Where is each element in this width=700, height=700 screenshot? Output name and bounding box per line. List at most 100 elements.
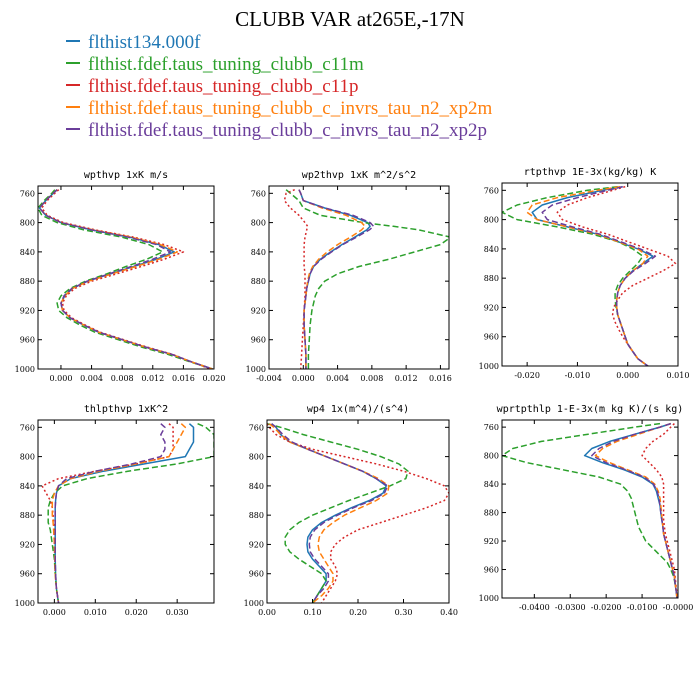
x-tick-label: -0.0000 xyxy=(663,603,694,612)
x-tick-label: 0.000 xyxy=(50,374,73,383)
x-tick-label: 0.010 xyxy=(667,371,690,380)
y-tick-label: 760 xyxy=(484,186,499,195)
x-tick-label: 0.000 xyxy=(616,371,639,380)
series-line xyxy=(38,189,213,369)
y-tick-label: 880 xyxy=(20,511,35,520)
series-line xyxy=(271,423,389,603)
y-tick-label: 840 xyxy=(484,245,499,254)
chart-panel: wp4 1x(m^4)/(s^4)76080084088092096010000… xyxy=(244,404,458,617)
legend-swatch xyxy=(66,128,80,130)
x-tick-label: 0.020 xyxy=(125,608,148,617)
chart-panel: thlpthvp 1xK^2 760 800 840 880 920 960 1000 0.00… xyxy=(15,404,215,617)
y-tick-label: 880 xyxy=(20,277,35,286)
y-tick-label: 760 xyxy=(20,189,35,198)
y-tick-label: 760 xyxy=(249,423,264,432)
y-tick-label: 920 xyxy=(251,306,266,315)
y-tick-label: 960 xyxy=(484,566,499,575)
series-line xyxy=(283,189,309,369)
series-line xyxy=(51,423,187,603)
y-tick-label: 1000 xyxy=(244,599,264,608)
y-tick-label: 840 xyxy=(20,482,35,491)
y-tick-label: 880 xyxy=(484,509,499,518)
chart-title: wp4 1x(m^4)/(s^4) xyxy=(307,404,409,415)
chart-panel: rtpthvp 1E-3x(kg/kg) K 760 800 840 880 920 960… xyxy=(479,167,690,380)
y-tick-label: 760 xyxy=(251,189,266,198)
legend-label: flthist.fdef.taus_tuning_clubb_c11p xyxy=(88,76,359,97)
x-tick-label: 0.20 xyxy=(349,608,367,617)
y-tick-label: 920 xyxy=(249,540,264,549)
y-tick-label: 1000 xyxy=(479,362,499,371)
y-tick-label: 920 xyxy=(484,303,499,312)
y-tick-label: 840 xyxy=(251,248,266,257)
x-tick-label: -0.0300 xyxy=(555,603,586,612)
y-tick-label: 1000 xyxy=(15,599,35,608)
plot-frame xyxy=(266,419,450,604)
y-tick-label: 960 xyxy=(249,570,264,579)
x-tick-label: -0.0100 xyxy=(627,603,658,612)
y-tick-label: 880 xyxy=(249,511,264,520)
series-line xyxy=(267,422,409,603)
legend-item: flthist134.000f xyxy=(66,32,492,54)
y-tick-label: 1000 xyxy=(479,594,499,603)
series-line xyxy=(541,185,657,366)
y-tick-label: 1000 xyxy=(246,365,266,374)
chart-title: wprtpthlp 1-E-3x(m kg K)/(s kg) xyxy=(497,404,684,415)
series-line xyxy=(531,185,654,366)
series-line xyxy=(38,189,213,369)
x-tick-label: 0.030 xyxy=(166,608,189,617)
chart-title: wpthvp 1xK m/s xyxy=(84,170,168,181)
y-tick-label: 960 xyxy=(484,333,499,342)
legend-swatch xyxy=(66,84,80,86)
x-tick-label: 0.10 xyxy=(304,608,322,617)
x-tick-label: -0.004 xyxy=(256,374,282,383)
chart-panel: wp2thvp 1xK m^2/s^2 760 800 840 880 920 960 100… xyxy=(246,170,452,383)
x-tick-label: 0.012 xyxy=(141,374,164,383)
legend-label: flthist.fdef.taus_tuning_clubb_c_invrs_t… xyxy=(88,120,487,141)
series-line xyxy=(502,422,678,598)
plot-frame xyxy=(37,185,215,370)
legend-label: flthist.fdef.taus_tuning_clubb_c_invrs_t… xyxy=(88,98,493,119)
page-title: CLUBB VAR at265E,-17N xyxy=(235,7,465,31)
legend-swatch xyxy=(66,40,80,42)
legend-item: flthist.fdef.taus_tuning_clubb_c11m xyxy=(66,54,492,76)
legend-label: flthist134.000f xyxy=(88,32,201,53)
x-tick-label: 0.020 xyxy=(203,374,226,383)
y-tick-label: 840 xyxy=(20,248,35,257)
chart-panel: wpthvp 1xK m/s 760 800 840 880 920 960 1000 0.00… xyxy=(15,170,226,383)
chart-title: thlpthvp 1xK^2 xyxy=(84,404,168,415)
chart-title: rtpthvp 1E-3x(kg/kg) K xyxy=(524,167,656,178)
legend-item: flthist.fdef.taus_tuning_clubb_c11p xyxy=(66,76,492,98)
series-line xyxy=(54,423,166,603)
series-line xyxy=(502,185,649,366)
y-tick-label: 880 xyxy=(251,277,266,286)
legend-label: flthist.fdef.taus_tuning_clubb_c11m xyxy=(88,54,364,75)
x-tick-label: 0.008 xyxy=(111,374,134,383)
y-tick-label: 800 xyxy=(249,453,264,462)
y-tick-label: 760 xyxy=(20,423,35,432)
plot-frame xyxy=(501,182,679,367)
series-line xyxy=(641,423,678,598)
x-tick-label: 0.004 xyxy=(326,374,349,383)
y-tick-label: 800 xyxy=(20,219,35,228)
plot-frame xyxy=(268,185,450,370)
x-tick-label: 0.000 xyxy=(292,374,315,383)
series-line xyxy=(41,423,174,603)
legend-item: flthist.fdef.taus_tuning_clubb_c_invrs_t… xyxy=(66,120,492,142)
x-tick-label: 0.016 xyxy=(172,374,195,383)
plot-frame xyxy=(37,419,215,604)
x-tick-label: -0.0200 xyxy=(591,603,622,612)
x-tick-label: 0.30 xyxy=(395,608,413,617)
chart-panel: wprtpthlp 1-E-3x(m kg K)/(s kg) 760 800 840… xyxy=(479,404,694,612)
legend-swatch xyxy=(66,62,80,64)
series-line xyxy=(556,185,677,366)
plot-frame xyxy=(501,419,679,599)
y-tick-label: 840 xyxy=(484,480,499,489)
x-tick-label: 0.004 xyxy=(80,374,103,383)
x-tick-label: 0.00 xyxy=(258,608,276,617)
legend-item: flthist.fdef.taus_tuning_clubb_c_invrs_t… xyxy=(66,98,492,120)
y-tick-label: 840 xyxy=(249,482,264,491)
y-tick-label: 1000 xyxy=(15,365,35,374)
x-tick-label: 0.008 xyxy=(360,374,383,383)
series-line xyxy=(594,422,678,598)
